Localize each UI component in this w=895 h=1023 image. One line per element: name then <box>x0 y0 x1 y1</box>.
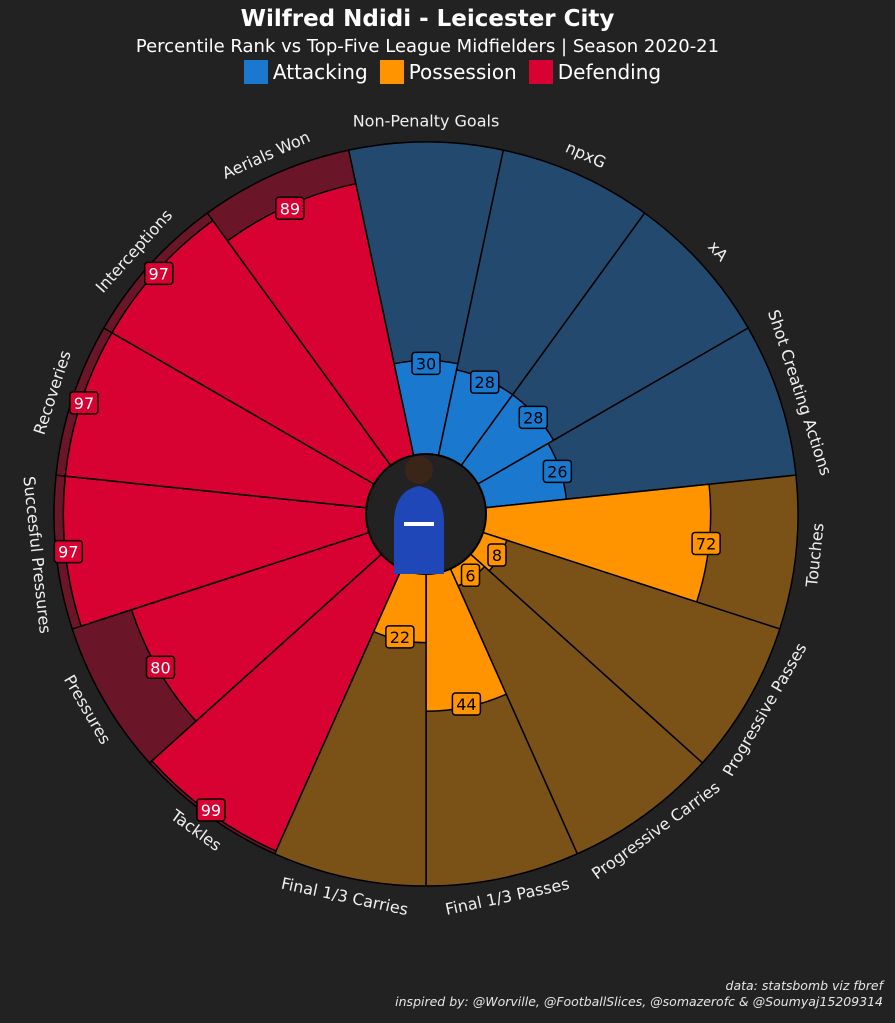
value-box-progressive-passes <box>487 543 507 567</box>
value-label-final-1-3-passes: 44 <box>456 695 476 714</box>
value-box-touches <box>691 531 721 556</box>
player-photo <box>394 456 444 574</box>
legend-label-possession: Possession <box>408 60 517 84</box>
value-label-shot-creating-actions: 26 <box>547 462 567 481</box>
category-label-touches: Touches <box>802 522 828 589</box>
legend: Attacking Possession Defending <box>0 60 895 84</box>
category-label-non-penalty-goals: Non-Penalty Goals <box>353 112 500 131</box>
legend-swatch-attacking <box>243 60 268 84</box>
legend-item-defending: Defending <box>528 60 662 84</box>
legend-swatch-possession <box>379 60 404 84</box>
value-label-touches: 72 <box>696 534 716 553</box>
legend-label-defending: Defending <box>557 60 662 84</box>
value-box-npxg <box>469 370 500 394</box>
chart-title: Wilfred Ndidi - Leicester City <box>240 6 615 32</box>
category-label-npxg: npxG <box>563 138 609 173</box>
category-label-xa: xA <box>704 237 732 265</box>
value-label-succesful-pressures: 97 <box>58 543 78 562</box>
value-box-xa <box>518 405 549 430</box>
legend-item-attacking: Attacking <box>243 60 368 84</box>
value-label-xa: 28 <box>523 408 543 427</box>
value-label-tackles: 99 <box>201 801 221 820</box>
legend-swatch-defending <box>528 60 553 84</box>
value-box-shot-creating-actions <box>542 459 573 484</box>
value-box-non-penalty-goals <box>411 351 441 376</box>
value-box-recoveries <box>69 391 99 415</box>
value-box-progressive-carries <box>460 563 481 588</box>
value-label-pressures: 80 <box>150 658 170 677</box>
data-source-credit: data: statsbomb viz fbref <box>725 978 883 993</box>
value-label-progressive-passes: 8 <box>492 546 502 565</box>
value-label-interceptions: 97 <box>149 264 169 283</box>
value-box-pressures <box>145 655 176 680</box>
value-label-aerials-won: 89 <box>280 199 300 218</box>
category-label-succesful-pressures: Succesful Pressures <box>19 475 54 634</box>
value-box-tackles <box>196 798 226 822</box>
value-box-final-1-3-carries <box>385 625 415 649</box>
value-label-progressive-carries: 6 <box>465 566 475 585</box>
value-label-npxg: 28 <box>475 373 495 392</box>
value-label-recoveries: 97 <box>74 394 94 413</box>
legend-label-attacking: Attacking <box>272 60 368 84</box>
value-box-final-1-3-passes <box>451 692 482 716</box>
inspired-by-credit: inspired by: @Worville, @FootballSlices,… <box>395 994 883 1009</box>
chart-subtitle: Percentile Rank vs Top-Five League Midfi… <box>135 36 720 57</box>
value-box-aerials-won <box>275 196 305 221</box>
value-box-succesful-pressures <box>53 539 84 564</box>
legend-item-possession: Possession <box>379 60 517 84</box>
value-label-final-1-3-carries: 22 <box>390 628 410 647</box>
value-box-interceptions <box>143 261 174 286</box>
value-label-non-penalty-goals: 30 <box>416 354 436 373</box>
